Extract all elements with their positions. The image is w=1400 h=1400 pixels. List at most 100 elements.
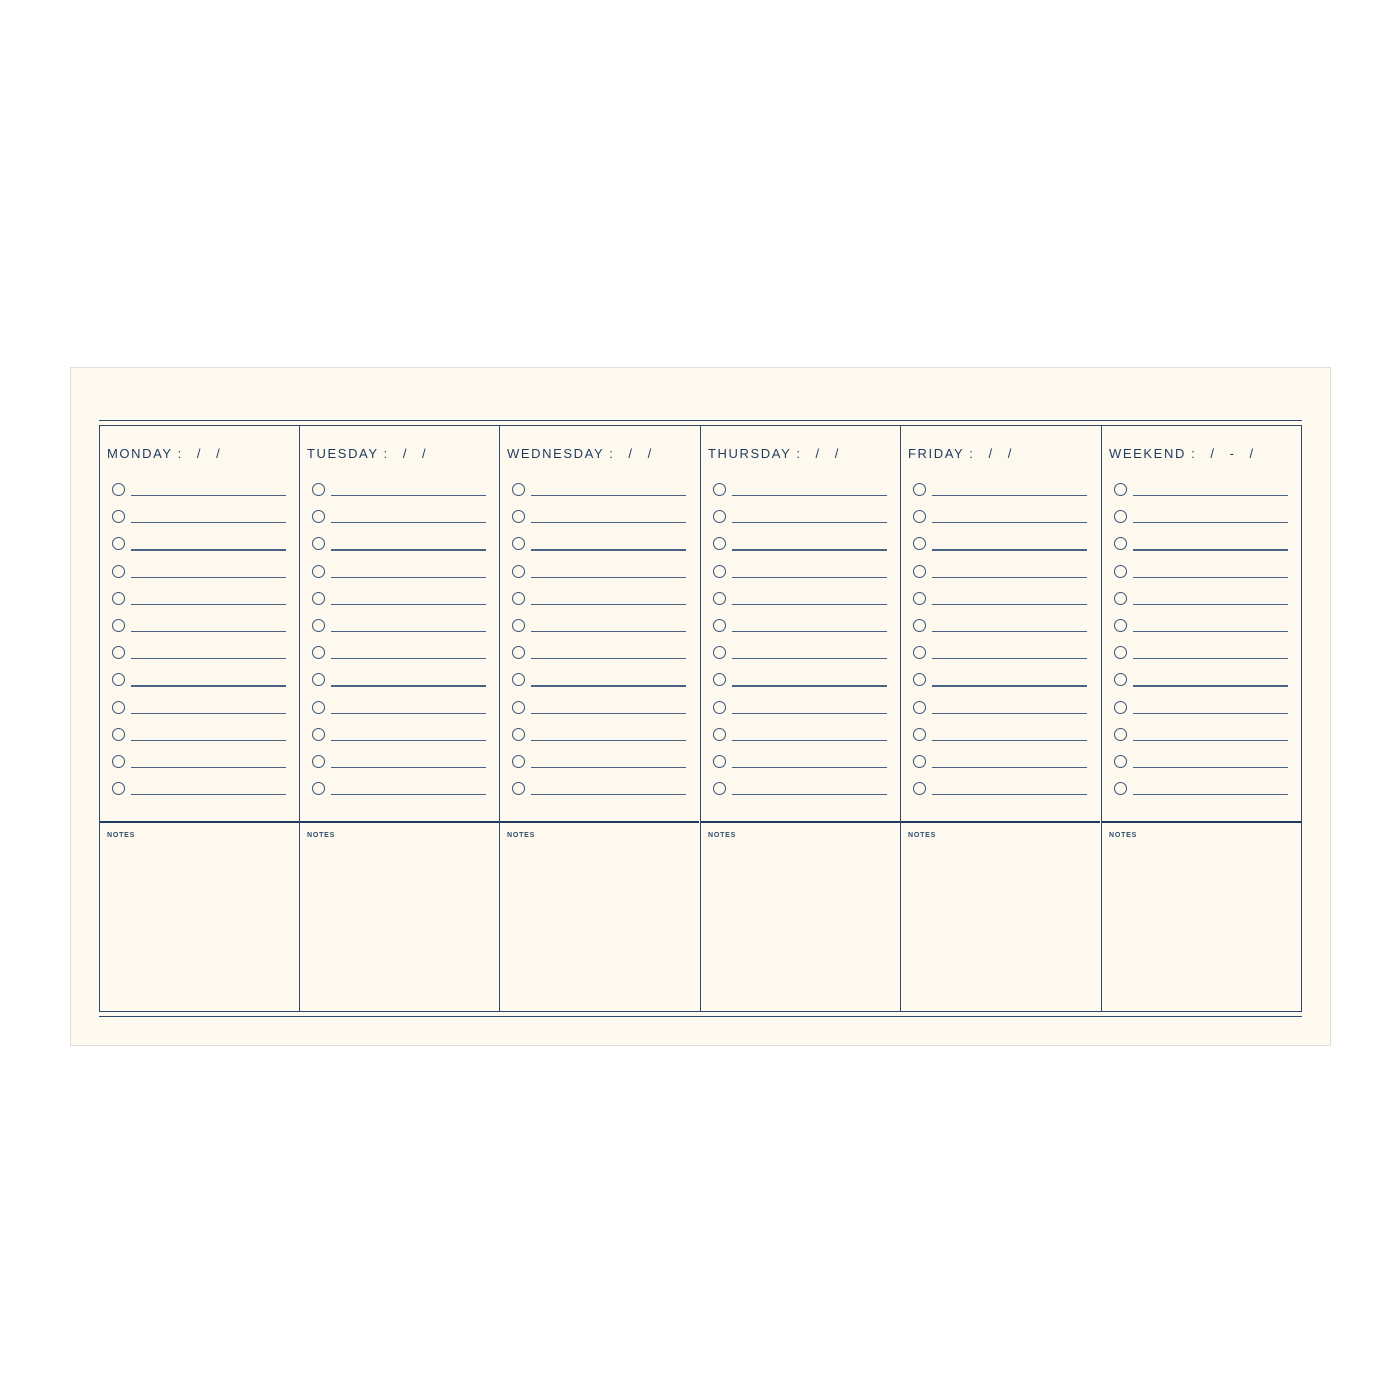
checkbox-circle-icon[interactable] — [312, 646, 325, 660]
checkbox-circle-icon[interactable] — [913, 591, 926, 605]
checkbox-circle-icon[interactable] — [312, 673, 325, 687]
task-line[interactable] — [932, 576, 1087, 578]
task-line[interactable] — [331, 685, 486, 687]
checkbox-circle-icon[interactable] — [913, 483, 926, 496]
checkbox-circle-icon[interactable] — [713, 591, 726, 605]
task-line[interactable] — [331, 549, 486, 551]
task-line[interactable] — [531, 631, 686, 633]
date-field[interactable]: / / — [402, 446, 432, 461]
checkbox-circle-icon[interactable] — [312, 591, 325, 605]
task-line[interactable] — [131, 685, 286, 687]
checkbox-circle-icon[interactable] — [713, 700, 726, 714]
checkbox-circle-icon[interactable] — [112, 564, 125, 578]
task-line[interactable] — [732, 495, 887, 497]
checkbox-circle-icon[interactable] — [1114, 619, 1127, 632]
checkbox-circle-icon[interactable] — [512, 510, 525, 524]
task-line[interactable] — [932, 685, 1087, 687]
checkbox-circle-icon[interactable] — [112, 483, 125, 496]
checkbox-circle-icon[interactable] — [913, 537, 926, 551]
checkbox-circle-icon[interactable] — [512, 483, 525, 496]
checkbox-circle-icon[interactable] — [913, 619, 926, 632]
task-line[interactable] — [732, 685, 887, 687]
checkbox-circle-icon[interactable] — [112, 727, 125, 741]
checkbox-circle-icon[interactable] — [913, 727, 926, 741]
checkbox-circle-icon[interactable] — [1114, 646, 1127, 660]
date-field[interactable]: / / — [628, 446, 658, 461]
task-line[interactable] — [932, 658, 1087, 660]
date-field[interactable]: / / — [815, 446, 845, 461]
checkbox-circle-icon[interactable] — [312, 727, 325, 741]
checkbox-circle-icon[interactable] — [713, 727, 726, 741]
task-line[interactable] — [331, 603, 486, 605]
task-line[interactable] — [331, 712, 486, 714]
checkbox-circle-icon[interactable] — [512, 564, 525, 578]
task-line[interactable] — [531, 767, 686, 769]
task-line[interactable] — [1133, 631, 1288, 633]
task-line[interactable] — [932, 767, 1087, 769]
task-line[interactable] — [1133, 794, 1288, 796]
task-line[interactable] — [331, 794, 486, 796]
checkbox-circle-icon[interactable] — [1114, 700, 1127, 714]
task-line[interactable] — [1133, 658, 1288, 660]
task-line[interactable] — [932, 794, 1087, 796]
task-line[interactable] — [331, 767, 486, 769]
task-line[interactable] — [131, 549, 286, 551]
task-line[interactable] — [732, 658, 887, 660]
task-line[interactable] — [1133, 712, 1288, 714]
task-line[interactable] — [331, 739, 486, 741]
checkbox-circle-icon[interactable] — [913, 510, 926, 524]
date-field[interactable]: / / — [196, 446, 226, 461]
task-line[interactable] — [131, 712, 286, 714]
checkbox-circle-icon[interactable] — [1114, 591, 1127, 605]
task-line[interactable] — [331, 631, 486, 633]
checkbox-circle-icon[interactable] — [512, 673, 525, 687]
checkbox-circle-icon[interactable] — [713, 755, 726, 768]
checkbox-circle-icon[interactable] — [512, 619, 525, 632]
task-line[interactable] — [732, 767, 887, 769]
task-line[interactable] — [331, 658, 486, 660]
checkbox-circle-icon[interactable] — [713, 483, 726, 496]
task-line[interactable] — [732, 576, 887, 578]
checkbox-circle-icon[interactable] — [312, 619, 325, 632]
task-line[interactable] — [531, 739, 686, 741]
task-line[interactable] — [531, 576, 686, 578]
checkbox-circle-icon[interactable] — [312, 755, 325, 768]
task-line[interactable] — [131, 522, 286, 524]
checkbox-circle-icon[interactable] — [913, 782, 926, 796]
checkbox-circle-icon[interactable] — [713, 537, 726, 551]
task-line[interactable] — [732, 739, 887, 741]
checkbox-circle-icon[interactable] — [512, 591, 525, 605]
checkbox-circle-icon[interactable] — [713, 564, 726, 578]
checkbox-circle-icon[interactable] — [112, 619, 125, 632]
checkbox-circle-icon[interactable] — [112, 537, 125, 551]
checkbox-circle-icon[interactable] — [112, 591, 125, 605]
checkbox-circle-icon[interactable] — [512, 727, 525, 741]
task-line[interactable] — [131, 495, 286, 497]
checkbox-circle-icon[interactable] — [1114, 727, 1127, 741]
task-line[interactable] — [932, 739, 1087, 741]
task-line[interactable] — [1133, 767, 1288, 769]
task-line[interactable] — [131, 658, 286, 660]
checkbox-circle-icon[interactable] — [112, 646, 125, 660]
task-line[interactable] — [932, 495, 1087, 497]
task-line[interactable] — [331, 576, 486, 578]
checkbox-circle-icon[interactable] — [512, 755, 525, 768]
checkbox-circle-icon[interactable] — [312, 537, 325, 551]
task-line[interactable] — [131, 767, 286, 769]
checkbox-circle-icon[interactable] — [1114, 510, 1127, 524]
task-line[interactable] — [932, 549, 1087, 551]
checkbox-circle-icon[interactable] — [913, 564, 926, 578]
checkbox-circle-icon[interactable] — [312, 510, 325, 524]
task-line[interactable] — [932, 603, 1087, 605]
checkbox-circle-icon[interactable] — [312, 700, 325, 714]
checkbox-circle-icon[interactable] — [312, 483, 325, 496]
checkbox-circle-icon[interactable] — [512, 782, 525, 796]
checkbox-circle-icon[interactable] — [312, 782, 325, 796]
checkbox-circle-icon[interactable] — [112, 673, 125, 687]
task-line[interactable] — [531, 549, 686, 551]
task-line[interactable] — [531, 603, 686, 605]
checkbox-circle-icon[interactable] — [112, 755, 125, 768]
task-line[interactable] — [932, 631, 1087, 633]
task-line[interactable] — [1133, 549, 1288, 551]
checkbox-circle-icon[interactable] — [713, 619, 726, 632]
